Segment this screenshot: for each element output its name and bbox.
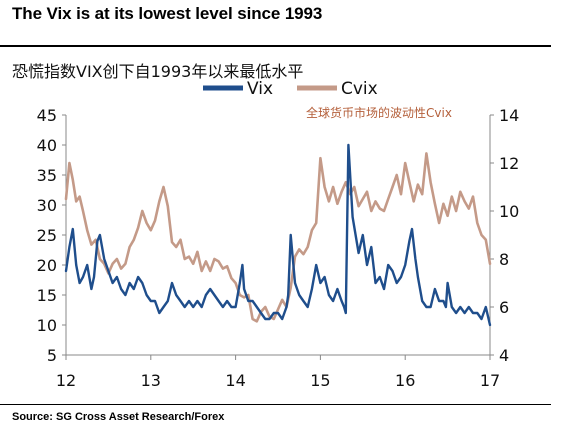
- left-tick-label: 40: [37, 136, 57, 155]
- x-tick-label: 16: [395, 371, 415, 390]
- right-tick-label: 14: [499, 106, 519, 125]
- source-rule: [0, 404, 551, 405]
- right-tick-label: 10: [499, 202, 519, 221]
- series-line-vix: [64, 143, 492, 327]
- left-tick-label: 25: [37, 226, 57, 245]
- source-note: Source: SG Cross Asset Research/Forex: [12, 411, 225, 423]
- title-rule: [0, 45, 551, 47]
- series-line-cvix: [64, 152, 492, 323]
- cvix-annotation: 全球货币市场的波动性Cvix: [306, 106, 452, 120]
- x-tick-label: 15: [310, 371, 330, 390]
- left-tick-label: 15: [37, 286, 57, 305]
- left-tick-label: 10: [37, 316, 57, 335]
- chart-title: The Vix is at its lowest level since 199…: [12, 4, 323, 23]
- x-tick-label: 17: [480, 371, 500, 390]
- legend: Vix Cvix: [203, 79, 378, 99]
- x-tick-label: 12: [56, 371, 76, 390]
- right-tick-label: 8: [499, 250, 509, 269]
- axes: 5 10 15 20 25 30 35 40 45 4 6 8 10 12 14 12 13 14 15 16 17: [37, 106, 520, 390]
- left-tick-label: 45: [37, 106, 57, 125]
- legend-label-vix: Vix: [247, 79, 273, 99]
- x-tick-label: 13: [141, 371, 161, 390]
- series-layer: [64, 143, 492, 327]
- x-tick-label: 14: [225, 371, 245, 390]
- legend-label-cvix: Cvix: [341, 79, 378, 99]
- left-tick-label: 35: [37, 166, 57, 185]
- chart-subtitle: 恐慌指数VIX创下自1993年以来最低水平: [12, 62, 304, 81]
- left-tick-label: 20: [37, 256, 57, 275]
- left-tick-label: 5: [47, 346, 57, 365]
- right-tick-label: 6: [499, 298, 509, 317]
- right-tick-label: 12: [499, 154, 519, 173]
- right-tick-label: 4: [499, 346, 509, 365]
- left-tick-label: 30: [37, 196, 57, 215]
